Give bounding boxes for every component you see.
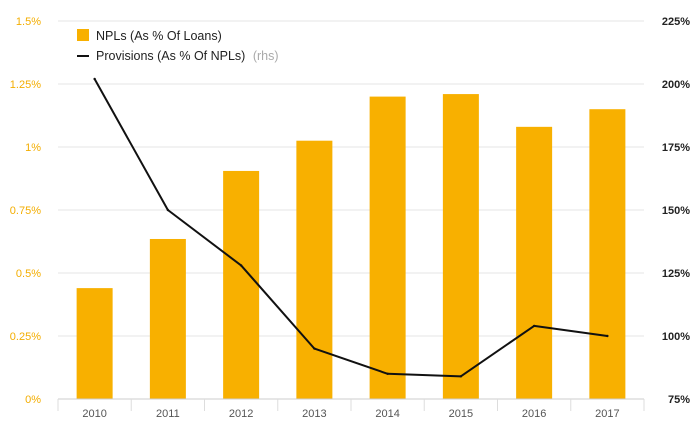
- y-left-tick-label: 0.25%: [10, 331, 41, 343]
- bar-npls: [223, 170, 260, 399]
- y-left-tick-label: 1.5%: [16, 16, 41, 28]
- provisions-point: [313, 347, 316, 350]
- y-right-tick-label: 125%: [662, 268, 690, 280]
- y-left-tick-label: 0%: [25, 394, 41, 406]
- provisions-point: [606, 334, 609, 338]
- bar-npls: [589, 109, 626, 399]
- y-right-tick-label: 150%: [662, 205, 690, 217]
- bar-npls: [149, 238, 186, 399]
- provisions-line-group: [93, 77, 609, 378]
- provisions-point: [93, 77, 96, 81]
- legend: NPLs (As % Of Loans) Provisions (As % Of…: [77, 29, 279, 63]
- y-left-tick-label: 0.75%: [10, 205, 41, 217]
- x-tick-label: 2015: [449, 408, 473, 420]
- x-tick-label: 2013: [302, 408, 326, 420]
- y-left-tick-label: 1.25%: [10, 79, 41, 91]
- provisions-line: [93, 78, 608, 378]
- x-tick-label: 2016: [522, 408, 546, 420]
- bar-npls: [369, 96, 406, 399]
- legend-label-npls: NPLs (As % Of Loans): [96, 29, 222, 43]
- provisions-point: [239, 264, 243, 267]
- x-tick-label: 2010: [82, 408, 106, 420]
- x-tick-label: 2014: [375, 408, 399, 420]
- y-right-tick-label: 175%: [662, 142, 690, 154]
- legend-label-provisions: Provisions (As % Of NPLs) (rhs): [96, 49, 279, 63]
- provisions-point: [532, 324, 536, 328]
- legend-swatch-npls: [77, 29, 89, 41]
- bar-npls: [296, 140, 333, 399]
- bar-npls: [76, 288, 113, 399]
- y-left-tick-label: 0.5%: [16, 268, 41, 280]
- x-tick-label: 2017: [595, 408, 619, 420]
- y-right-tick-label: 225%: [662, 16, 690, 28]
- axes: 0% 75% 0.25% 100% 0.5% 125% 0.75% 150% 1% 175% 1.2…: [10, 16, 690, 420]
- provisions-point: [386, 372, 389, 375]
- npl-bars: [76, 94, 626, 399]
- bar-npls: [516, 126, 553, 399]
- provisions-point: [459, 375, 463, 378]
- bar-npls: [442, 94, 479, 399]
- y-right-tick-label: 200%: [662, 79, 690, 91]
- y-right-tick-label: 100%: [662, 331, 690, 343]
- legend-rhs-suffix: (rhs): [253, 49, 279, 63]
- x-tick-label: 2011: [156, 408, 180, 420]
- legend-label-provisions-name: Provisions (As % Of NPLs): [96, 49, 245, 63]
- x-tick-label: 2012: [229, 408, 253, 420]
- y-right-tick-label: 75%: [668, 394, 690, 406]
- gridlines: [58, 20, 644, 337]
- y-left-tick-label: 1%: [25, 142, 41, 154]
- provisions-point: [166, 208, 170, 212]
